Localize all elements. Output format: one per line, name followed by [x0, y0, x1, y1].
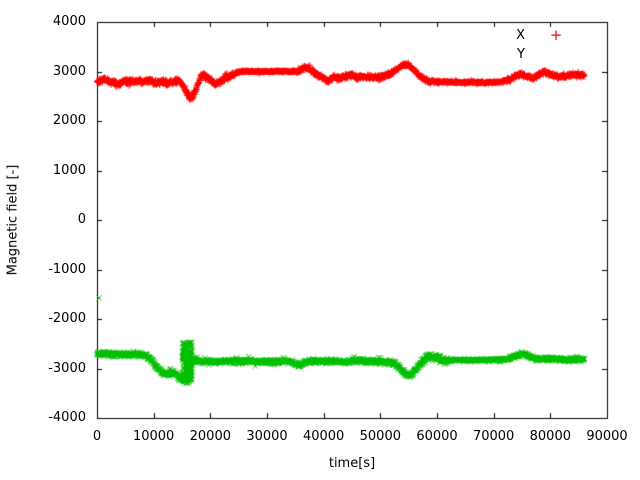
y-tick-label: -2000 [48, 311, 86, 326]
x-tick-label: 90000 [586, 429, 628, 444]
x-tick-label: 10000 [132, 429, 175, 444]
legend-plus-marker-icon: + [549, 26, 563, 44]
y-tick-label: 1000 [52, 162, 86, 178]
x-tick-label: 80000 [529, 429, 571, 444]
x-tick-label: 50000 [359, 429, 401, 444]
y-tick-label: -1000 [48, 261, 86, 277]
x-tick-label: 70000 [472, 429, 515, 444]
legend: X + Y [480, 26, 587, 64]
y-tick-label: 2000 [52, 113, 86, 128]
y-tick-label: 3000 [52, 63, 86, 79]
x-tick-label: 0 [92, 429, 102, 444]
x-tick-label: 60000 [416, 429, 458, 444]
legend-entry: X + [480, 26, 587, 45]
x-tick-label: 40000 [302, 429, 345, 444]
x-tick-label: 30000 [246, 429, 288, 444]
x-axis-title: time[s] [328, 456, 376, 471]
legend-label: X [516, 28, 525, 43]
y-tick-label: -3000 [48, 360, 86, 376]
x-tick-label: 20000 [189, 429, 231, 444]
y-tick-label: -4000 [48, 410, 86, 425]
y-tick-label: 4000 [52, 14, 86, 29]
legend-label: Y [517, 47, 525, 62]
legend-entry: Y [480, 45, 587, 64]
y-tick-label: 0 [77, 212, 86, 227]
